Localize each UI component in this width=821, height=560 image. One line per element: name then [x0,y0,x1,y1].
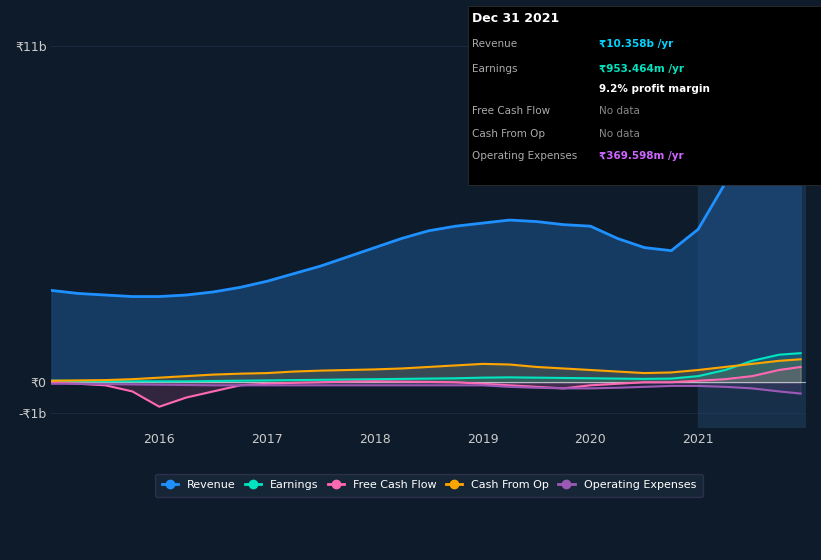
Text: Cash From Op: Cash From Op [472,129,545,139]
Text: Operating Expenses: Operating Expenses [472,151,577,161]
Text: Earnings: Earnings [472,64,517,74]
Bar [698,15,806,428]
Text: Revenue: Revenue [472,39,517,49]
Text: ₹369.598m /yr: ₹369.598m /yr [599,151,684,161]
Text: No data: No data [599,106,640,116]
Text: Dec 31 2021: Dec 31 2021 [472,12,559,25]
Text: ₹10.358b /yr: ₹10.358b /yr [599,39,673,49]
Text: Free Cash Flow: Free Cash Flow [472,106,550,116]
Legend: Revenue, Earnings, Free Cash Flow, Cash From Op, Operating Expenses: Revenue, Earnings, Free Cash Flow, Cash … [155,474,703,497]
Text: ₹953.464m /yr: ₹953.464m /yr [599,64,685,74]
Text: No data: No data [599,129,640,139]
Text: 9.2% profit margin: 9.2% profit margin [599,84,710,94]
